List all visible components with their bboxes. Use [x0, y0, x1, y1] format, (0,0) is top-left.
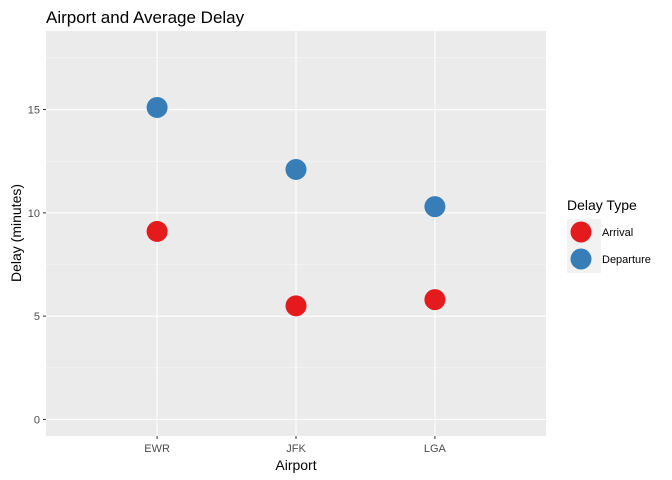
y-axis-title: Delay (minutes) [8, 184, 24, 282]
y-tick-label: 0 [34, 414, 40, 426]
point-departure-lga [424, 196, 446, 218]
x-tick-label: LGA [424, 443, 447, 455]
legend-key-arrival [570, 221, 592, 243]
legend-key-departure [570, 248, 592, 270]
y-axis: 0 5 10 15 [28, 105, 46, 426]
chart-title: Airport and Average Delay [46, 8, 245, 27]
legend: Delay Type Arrival Departure [567, 197, 651, 273]
point-departure-jfk [285, 158, 307, 180]
y-tick-label: 15 [28, 105, 40, 117]
y-tick-label: 5 [34, 311, 40, 323]
point-arrival-lga [424, 289, 446, 311]
x-axis-title: Airport [275, 457, 316, 473]
data-points [146, 96, 446, 317]
point-arrival-jfk [285, 295, 307, 317]
x-axis: EWR JFK LGA [144, 436, 447, 455]
x-tick-label: JFK [286, 443, 306, 455]
legend-title: Delay Type [567, 197, 637, 213]
legend-label-arrival: Arrival [602, 227, 633, 239]
legend-label-departure: Departure [602, 254, 651, 266]
x-tick-label: EWR [144, 443, 170, 455]
point-arrival-ewr [146, 220, 168, 242]
y-tick-label: 10 [28, 208, 40, 220]
point-departure-ewr [146, 96, 168, 118]
